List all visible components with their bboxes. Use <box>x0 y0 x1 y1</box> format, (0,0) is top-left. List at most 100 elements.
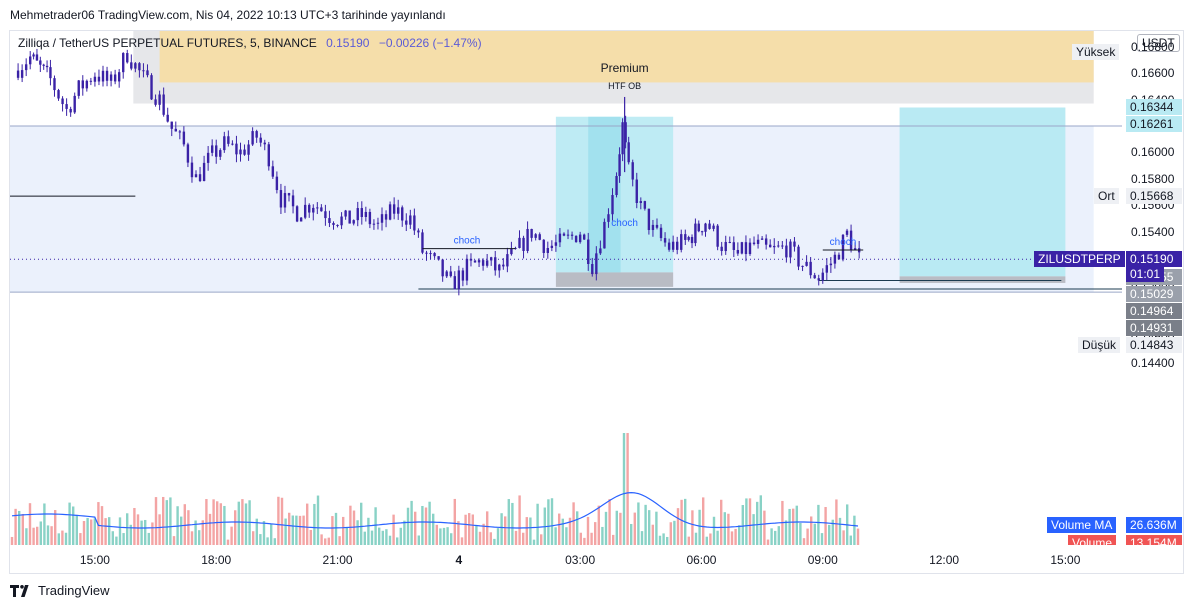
tradingview-footer[interactable]: TradingView <box>10 583 110 598</box>
candle-body <box>522 237 525 251</box>
volume-bar <box>658 535 662 545</box>
volume-bar <box>856 528 860 545</box>
volume-bar <box>414 511 417 545</box>
candle-body <box>534 234 537 238</box>
volume-bar <box>378 527 381 545</box>
candle-body <box>538 234 541 240</box>
candle-body <box>587 239 590 265</box>
volume-bar <box>309 529 312 545</box>
volume-bar <box>774 530 777 545</box>
volume-bar <box>104 518 107 545</box>
candle-body <box>697 223 700 232</box>
volume-bar <box>558 513 561 545</box>
currency-badge[interactable]: USDT <box>1137 34 1180 52</box>
volume-bar <box>453 498 456 545</box>
candle-body <box>295 206 299 222</box>
candle-body <box>255 131 258 138</box>
volume-bar <box>158 514 161 545</box>
candle-body <box>413 215 416 231</box>
volume-bar <box>190 531 194 545</box>
legend-symbol[interactable]: Zilliqa / TetherUS PERPETUAL FUTURES, 5,… <box>18 36 317 50</box>
candle-body <box>809 261 812 276</box>
volume-bar <box>644 504 647 545</box>
volume-bar <box>784 520 788 545</box>
volume-bar <box>615 510 618 545</box>
htf-ob-label: HTF OB <box>608 81 641 91</box>
volume-bar <box>712 516 716 545</box>
volume-bar <box>262 521 266 545</box>
candle-body <box>24 64 28 71</box>
candle-body <box>676 241 679 250</box>
candle-body <box>158 94 161 105</box>
volume-bar <box>691 510 694 545</box>
volume-bar <box>295 515 298 545</box>
candle-body <box>833 254 837 264</box>
candle-body <box>360 208 363 218</box>
volume-bar <box>255 518 258 545</box>
price-tag: 0.14964 <box>1126 303 1182 319</box>
volume-bar <box>586 516 590 545</box>
candle-body <box>202 162 206 182</box>
candle-body <box>793 241 796 247</box>
candle-body <box>405 220 408 225</box>
candle-body <box>190 162 194 178</box>
volume-bar <box>61 530 64 545</box>
volume-bar <box>363 531 366 545</box>
candle-body <box>231 143 234 145</box>
volume-bar <box>651 524 654 545</box>
candle-body <box>748 242 752 255</box>
volume-bar <box>410 500 413 545</box>
candle-body <box>817 278 820 281</box>
choch-label: choch <box>830 237 857 248</box>
candle-body <box>421 232 424 253</box>
candle-body <box>566 234 570 236</box>
volume-bar <box>478 531 482 545</box>
volume-bar <box>514 530 518 545</box>
candle-body <box>694 223 697 244</box>
volume-bar <box>568 517 572 545</box>
candle-body <box>283 193 287 208</box>
volume-bar <box>633 512 636 545</box>
volume-bar <box>342 516 345 545</box>
volume-bar <box>237 501 240 545</box>
candle-body <box>105 70 109 81</box>
volume-bar <box>10 536 14 545</box>
volume-bar <box>208 513 212 545</box>
candle-body <box>279 190 283 208</box>
candle-body <box>81 80 84 89</box>
price-tag: 0.16344 <box>1126 99 1182 115</box>
volume-bar <box>64 532 68 545</box>
price-tag: 0.14843 <box>1126 337 1182 353</box>
candle-body <box>554 242 558 246</box>
candle-body <box>372 223 376 225</box>
volume-bar <box>316 495 320 545</box>
candle-body <box>352 220 355 224</box>
candle-body <box>308 204 311 213</box>
candle-body <box>417 230 420 233</box>
volume-bar <box>842 530 845 545</box>
candle-body <box>215 145 218 157</box>
candle-body <box>526 228 529 251</box>
volume-bar <box>68 502 71 545</box>
candle-body <box>773 245 776 248</box>
candle-body <box>85 80 89 89</box>
candle-body <box>627 142 630 163</box>
candle-body <box>769 244 772 248</box>
candle-body <box>210 145 214 153</box>
candle-body <box>39 60 42 65</box>
volume-bar <box>172 536 176 545</box>
legend-price: 0.15190 <box>326 36 370 50</box>
y-tick-label: 0.16000 <box>1131 145 1175 160</box>
candle-body <box>684 234 687 240</box>
volume-bar <box>655 511 658 545</box>
candle-body <box>324 211 327 219</box>
candle-body <box>663 238 667 243</box>
candle-body <box>271 166 275 177</box>
volume-bar <box>324 538 327 545</box>
volume-bar <box>806 528 809 545</box>
candle-body <box>789 241 792 258</box>
volume-bar <box>183 504 186 545</box>
candle-body <box>591 264 594 275</box>
candle-body <box>376 222 380 224</box>
